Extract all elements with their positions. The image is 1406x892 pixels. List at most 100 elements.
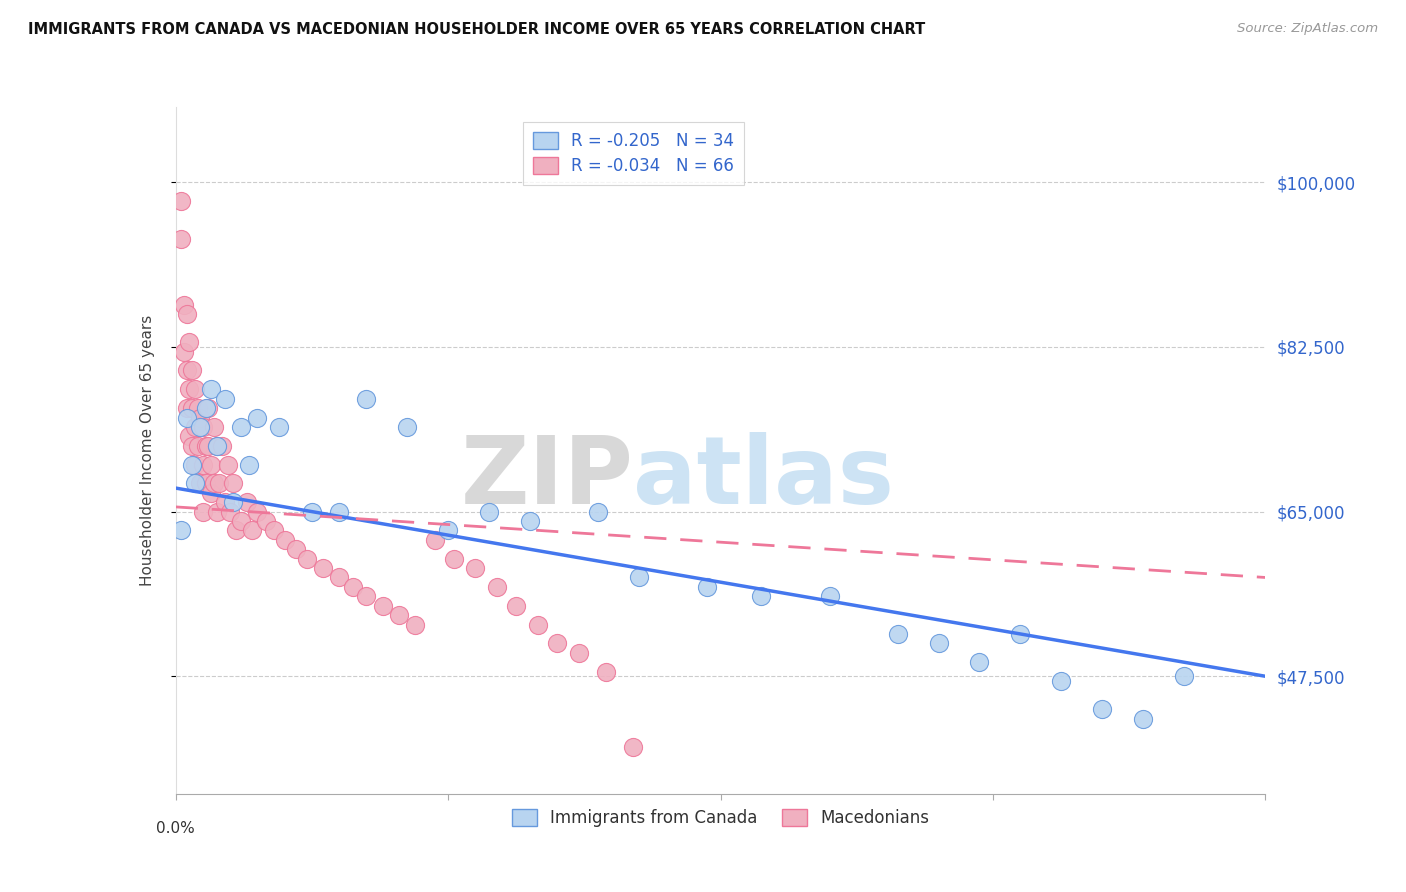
Point xyxy=(423,533,446,547)
Point xyxy=(527,617,550,632)
Point xyxy=(928,636,950,650)
Point xyxy=(179,429,201,443)
Point xyxy=(173,344,195,359)
Point xyxy=(225,524,247,538)
Point xyxy=(214,495,236,509)
Point xyxy=(188,476,211,491)
Point xyxy=(328,505,350,519)
Point xyxy=(176,363,198,377)
Point xyxy=(194,476,217,491)
Point xyxy=(214,392,236,406)
Point xyxy=(205,505,228,519)
Y-axis label: Householder Income Over 65 years: Householder Income Over 65 years xyxy=(141,315,155,586)
Point xyxy=(231,420,253,434)
Point xyxy=(405,617,427,632)
Point xyxy=(696,580,718,594)
Point xyxy=(388,608,411,623)
Point xyxy=(464,561,486,575)
Point xyxy=(1050,673,1073,688)
Point xyxy=(342,580,364,594)
Point xyxy=(176,410,198,425)
Point xyxy=(181,458,204,472)
Point xyxy=(181,363,204,377)
Point xyxy=(1091,702,1114,716)
Text: ZIP: ZIP xyxy=(461,432,633,524)
Point xyxy=(170,232,193,246)
Point xyxy=(751,589,773,603)
Point xyxy=(222,476,245,491)
Point xyxy=(170,524,193,538)
Point xyxy=(188,420,211,434)
Point xyxy=(505,599,527,613)
Point xyxy=(818,589,841,603)
Point xyxy=(191,458,214,472)
Point xyxy=(202,420,225,434)
Text: atlas: atlas xyxy=(633,432,894,524)
Point xyxy=(200,382,222,396)
Point xyxy=(312,561,335,575)
Point xyxy=(191,505,214,519)
Point xyxy=(568,646,591,660)
Point xyxy=(246,410,269,425)
Point xyxy=(197,401,219,416)
Point xyxy=(197,439,219,453)
Point xyxy=(184,476,207,491)
Point xyxy=(295,551,318,566)
Point xyxy=(486,580,509,594)
Point xyxy=(179,335,201,350)
Point xyxy=(240,524,263,538)
Point xyxy=(184,382,207,396)
Point xyxy=(1173,669,1195,683)
Point xyxy=(176,307,198,321)
Point xyxy=(217,458,239,472)
Point xyxy=(194,401,217,416)
Point xyxy=(969,655,991,669)
Point xyxy=(301,505,323,519)
Point xyxy=(519,514,541,528)
Point xyxy=(222,495,245,509)
Point xyxy=(356,589,378,603)
Point xyxy=(170,194,193,208)
Point xyxy=(211,439,233,453)
Point xyxy=(191,420,214,434)
Point xyxy=(205,439,228,453)
Point xyxy=(356,392,378,406)
Point xyxy=(176,401,198,416)
Point xyxy=(627,570,650,584)
Point xyxy=(235,495,257,509)
Point xyxy=(478,505,501,519)
Point xyxy=(173,298,195,312)
Legend: Immigrants from Canada, Macedonians: Immigrants from Canada, Macedonians xyxy=(505,802,936,834)
Point xyxy=(437,524,460,538)
Point xyxy=(269,420,291,434)
Point xyxy=(188,410,211,425)
Point xyxy=(219,505,242,519)
Point xyxy=(181,401,204,416)
Point xyxy=(595,665,617,679)
Point xyxy=(396,420,419,434)
Point xyxy=(184,420,207,434)
Text: 0.0%: 0.0% xyxy=(156,822,195,837)
Point xyxy=(254,514,277,528)
Text: IMMIGRANTS FROM CANADA VS MACEDONIAN HOUSEHOLDER INCOME OVER 65 YEARS CORRELATIO: IMMIGRANTS FROM CANADA VS MACEDONIAN HOU… xyxy=(28,22,925,37)
Point xyxy=(1132,712,1154,726)
Point xyxy=(179,382,201,396)
Point xyxy=(546,636,568,650)
Point xyxy=(184,458,207,472)
Point xyxy=(886,627,908,641)
Text: Source: ZipAtlas.com: Source: ZipAtlas.com xyxy=(1237,22,1378,36)
Point xyxy=(186,439,209,453)
Point xyxy=(284,542,307,557)
Point xyxy=(1010,627,1032,641)
Point xyxy=(274,533,297,547)
Point xyxy=(200,458,222,472)
Point xyxy=(202,476,225,491)
Point xyxy=(371,599,394,613)
Point xyxy=(238,458,260,472)
Point xyxy=(263,524,285,538)
Point xyxy=(586,505,609,519)
Point xyxy=(205,439,228,453)
Point xyxy=(181,439,204,453)
Point xyxy=(443,551,465,566)
Point xyxy=(194,439,217,453)
